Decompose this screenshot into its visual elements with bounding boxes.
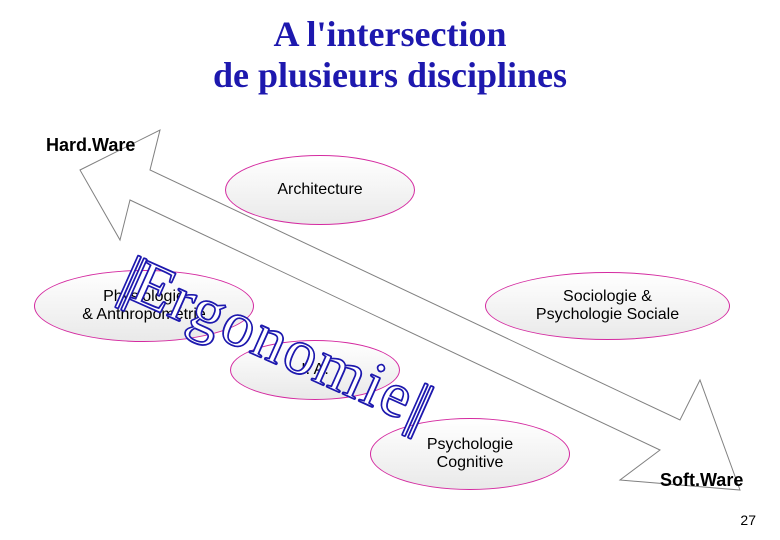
- ellipse-cognitive-l1: Psychologie: [427, 436, 513, 453]
- title-line1: A l'intersection: [274, 14, 507, 54]
- ellipse-physiologie-l1: Physiologie: [103, 288, 185, 305]
- ellipse-physiologie-l2: & Anthropométrie: [82, 306, 206, 323]
- ellipse-sociologie-l2: Psychologie Sociale: [536, 306, 679, 323]
- ellipse-architecture-label: Architecture: [277, 181, 362, 199]
- ellipse-physiologie: Physiologie & Anthropométrie: [34, 270, 254, 342]
- ellipse-cognitive: Psychologie Cognitive: [370, 418, 570, 490]
- ellipse-cognitive-l2: Cognitive: [437, 454, 504, 471]
- ellipse-sociologie-l1: Sociologie &: [563, 288, 652, 305]
- ellipse-architecture: Architecture: [225, 155, 415, 225]
- ellipse-ia-label: I. A.: [301, 361, 329, 379]
- ellipse-ia: I. A.: [230, 340, 400, 400]
- software-label: Soft.Ware: [660, 470, 743, 491]
- hardware-label: Hard.Ware: [46, 135, 135, 156]
- page-title: A l'intersection de plusieurs discipline…: [0, 14, 780, 97]
- ellipse-sociologie: Sociologie & Psychologie Sociale: [485, 272, 730, 340]
- slide-number: 27: [740, 512, 756, 528]
- title-line2: de plusieurs disciplines: [213, 55, 567, 95]
